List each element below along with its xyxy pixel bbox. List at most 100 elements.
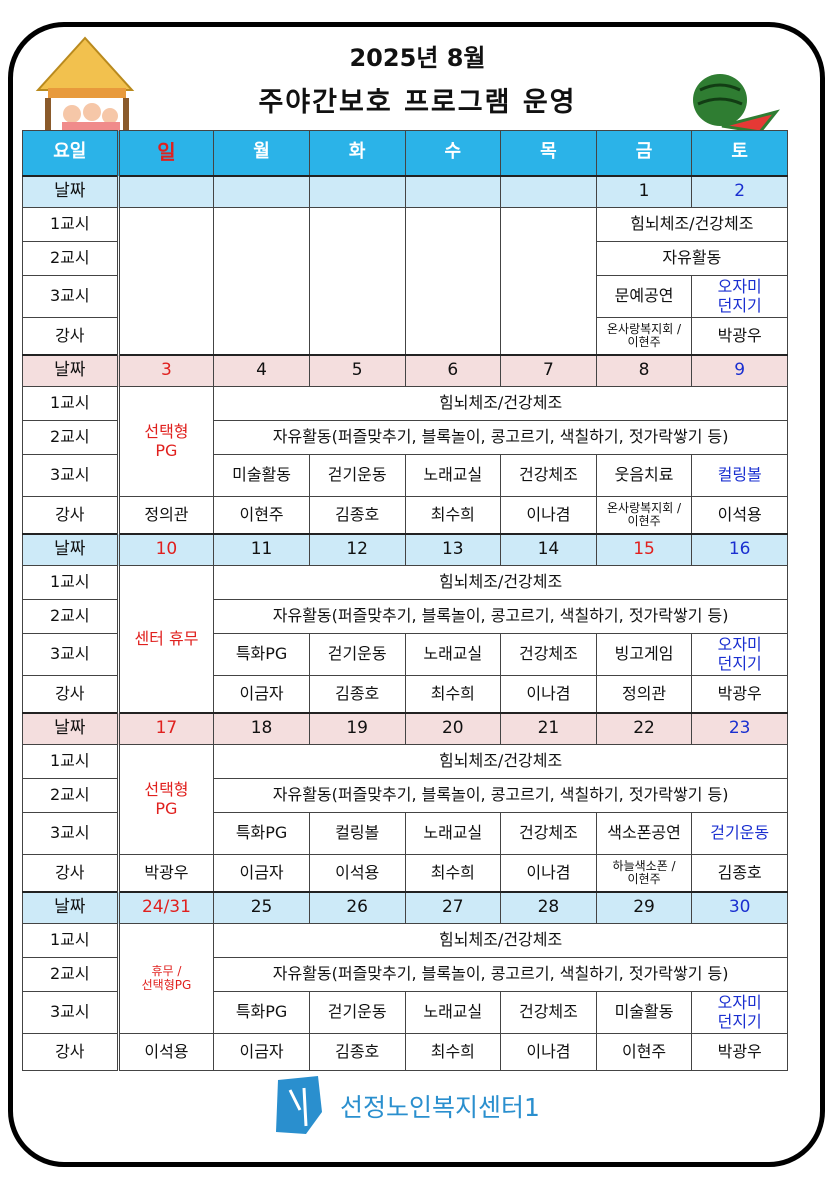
date: 17	[117, 712, 215, 745]
row-label: 2교시	[22, 420, 120, 455]
period3-program-text: 컬링볼	[335, 823, 380, 843]
date: 19	[308, 712, 406, 745]
instructor: 김종호	[308, 1033, 406, 1071]
week-row: 1교시 선택형 PG 힘뇌체조/건강체조	[22, 386, 788, 497]
date: 27	[404, 891, 502, 924]
date: 8	[595, 354, 693, 387]
row-label: 날짜	[22, 712, 120, 745]
week-row: 1교시 센터 휴무 힘뇌체조/건강체조	[22, 565, 788, 713]
week-row: 날짜 3 4 5 6 7 8 9	[22, 354, 788, 387]
period3-program-text: 빙고게임	[614, 644, 674, 664]
empty-cell	[308, 207, 406, 355]
date	[117, 175, 215, 208]
row-label: 2교시	[22, 599, 120, 634]
date: 5	[308, 354, 406, 387]
day-name: 일	[117, 130, 215, 176]
instructor: 정의관	[595, 675, 693, 713]
date: 15	[595, 533, 693, 566]
day-name: 목	[500, 130, 597, 176]
period3-program-text: 오자미 던지기	[717, 277, 762, 315]
week-row: 날짜 24/31 25 26 27 28 29 30	[22, 891, 788, 924]
row-label: 날짜	[22, 533, 120, 566]
period3-program: 미술활동	[595, 991, 693, 1034]
frame	[8, 22, 825, 1167]
period3-program-text: 걷기운동	[327, 644, 387, 664]
week-row: 3교시 문예공연 오자미 던지기	[22, 275, 788, 318]
date: 16	[691, 533, 788, 566]
date: 18	[213, 712, 310, 745]
sunday-program-text: 선택형 PG	[144, 780, 189, 818]
date: 11	[213, 533, 310, 566]
sunday-program: 휴무 / 선택형PG	[117, 923, 215, 1034]
instructor-text: 최수희	[430, 504, 475, 524]
period3-program-text: 특화PG	[235, 1002, 288, 1022]
instructor-text: 이나겸	[526, 504, 571, 524]
row-label: 3교시	[22, 275, 120, 318]
sunday-program-text: 휴무 / 선택형PG	[141, 964, 192, 992]
watermelon-illustration	[693, 74, 780, 134]
date: 2	[691, 175, 788, 208]
instructor-text: 박광우	[717, 1041, 762, 1061]
row-label: 3교시	[22, 812, 120, 855]
instructor-text: 이석용	[717, 504, 762, 524]
period3-program-text: 건강체조	[518, 1002, 578, 1022]
instructor-text: 최수희	[430, 1041, 475, 1061]
week-row: 1교시 힘뇌체조/건강체조	[22, 207, 789, 355]
period3-program: 건강체조	[500, 454, 597, 497]
logo-icon	[276, 1076, 322, 1134]
period3-program-text: 미술활동	[614, 1002, 674, 1022]
instructor: 하늘색소폰 / 이현주	[595, 854, 693, 892]
week-row: 강사 정의관 이현주 김종호 최수희 이나겸 온사랑복지회 / 이현주 이석용	[22, 496, 788, 534]
period2-program: 자유활동(퍼즐맞추기, 블록놀이, 콩고르기, 색칠하기, 젓가락쌓기 등)	[213, 420, 788, 455]
instructor: 이현주	[595, 1033, 693, 1071]
instructor: 정의관	[117, 496, 215, 534]
instructor: 이나겸	[500, 496, 597, 534]
instructor-text: 최수희	[430, 683, 475, 703]
instructor: 이나겸	[500, 675, 597, 713]
instructor: 박광우	[691, 1033, 788, 1071]
instructor: 김종호	[308, 496, 406, 534]
instructor: 박광우	[691, 317, 788, 355]
day-name: 금	[595, 130, 693, 176]
period3-program: 건강체조	[500, 991, 597, 1034]
date: 9	[691, 354, 788, 387]
week-row: 2교시 자유활동(퍼즐맞추기, 블록놀이, 콩고르기, 색칠하기, 젓가락쌓기 등…	[22, 778, 788, 813]
day-name: 월	[213, 130, 310, 176]
sunday-program-text: 센터 휴무	[134, 628, 199, 648]
date	[404, 175, 502, 208]
instructor: 박광우	[691, 675, 788, 713]
period3-program-text: 특화PG	[235, 644, 288, 664]
row-label: 1교시	[22, 744, 120, 779]
empty-cell	[117, 207, 215, 355]
date: 10	[117, 533, 215, 566]
date: 3	[117, 354, 215, 387]
instructor-text: 박광우	[717, 683, 762, 703]
period1-program: 힘뇌체조/건강체조	[213, 386, 788, 421]
instructor-text: 이금자	[239, 1041, 284, 1061]
period3-program: 노래교실	[404, 991, 502, 1034]
date	[308, 175, 406, 208]
week-row: 1교시 선택형 PG 힘뇌체조/건강체조	[22, 744, 788, 855]
period2-program: 자유활동(퍼즐맞추기, 블록놀이, 콩고르기, 색칠하기, 젓가락쌓기 등)	[213, 778, 788, 813]
period3-program: 오자미 던지기	[691, 275, 788, 318]
instructor-text: 온사랑복지회 / 이현주	[607, 321, 682, 349]
period3-program-text: 걷기운동	[327, 1002, 387, 1022]
instructor-text: 최수희	[430, 862, 475, 882]
instructor: 이현주	[213, 496, 310, 534]
period3-program: 오자미 던지기	[691, 633, 788, 676]
instructor-text: 온사랑복지회 / 이현주	[607, 500, 682, 528]
instructor: 이나겸	[500, 1033, 597, 1071]
instructor-text: 박광우	[717, 325, 762, 345]
row-label: 날짜	[22, 354, 120, 387]
period3-program: 빙고게임	[595, 633, 693, 676]
period3-program-text: 색소폰공연	[607, 823, 681, 843]
period3-program: 특화PG	[213, 633, 310, 676]
week-row: 2교시 자유활동(퍼즐맞추기, 블록놀이, 콩고르기, 색칠하기, 젓가락쌓기 등…	[22, 420, 788, 455]
instructor-text: 이금자	[239, 683, 284, 703]
instructor: 최수희	[404, 854, 502, 892]
instructor-text: 정의관	[621, 683, 667, 703]
period3-program-text: 노래교실	[423, 823, 483, 843]
schedule-table: 요일 일 월 화 수 목 금 토 날짜 1 2 1교시 힘뇌체조/건강체조 2교시 자유활동 3교시 문예공연 오…	[22, 130, 789, 1071]
day-name: 화	[308, 130, 406, 176]
